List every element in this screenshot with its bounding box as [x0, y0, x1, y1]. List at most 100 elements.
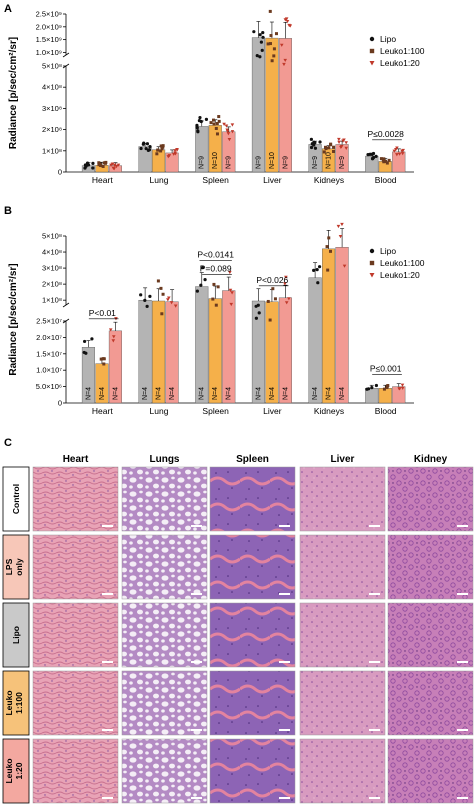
- data-point: [84, 351, 88, 355]
- histology-image-liver-tile: [299, 602, 386, 668]
- histology-row-label-box: [2, 738, 30, 804]
- data-point: [385, 161, 389, 165]
- data-point: [283, 282, 287, 286]
- histology-row-label: Lipo: [11, 626, 21, 644]
- data-point: [116, 163, 121, 167]
- data-point: [252, 30, 256, 34]
- scale-bar: [457, 797, 468, 799]
- data-point: [195, 289, 199, 293]
- data-point: [173, 304, 178, 308]
- data-point: [148, 145, 152, 149]
- data-point: [159, 286, 163, 290]
- bar: [152, 149, 166, 173]
- scale-bar: [191, 525, 202, 527]
- histology-row-label-box: [2, 466, 30, 532]
- data-point: [310, 142, 314, 146]
- data-point: [99, 357, 103, 361]
- data-point: [103, 161, 107, 165]
- legend-marker-lipo: [369, 36, 375, 42]
- n-label: N=4: [312, 387, 319, 400]
- data-point: [159, 149, 163, 153]
- bar: [278, 38, 292, 173]
- data-point: [268, 9, 272, 13]
- y-tick-label: 3×10⁸: [42, 104, 62, 113]
- data-point: [400, 383, 405, 387]
- data-point: [148, 294, 152, 298]
- histology-image-liver-tile: [299, 466, 386, 532]
- data-point: [257, 311, 261, 315]
- legend-label: Leuko1:20: [380, 58, 420, 68]
- histology-column-header: Spleen: [236, 454, 269, 465]
- panel-letter: C: [4, 437, 12, 449]
- data-point: [260, 48, 264, 52]
- histology-image-heart-tile: [32, 670, 119, 736]
- data-point: [315, 267, 319, 272]
- panel-letter: A: [4, 3, 12, 15]
- data-point: [214, 126, 218, 130]
- data-point: [312, 268, 316, 272]
- data-point: [309, 145, 314, 150]
- scale-bar: [102, 661, 113, 663]
- data-point: [370, 386, 374, 390]
- histology-row-label-box: [2, 670, 30, 736]
- data-point: [270, 59, 274, 63]
- legend-marker-leuko-1-20: [369, 61, 375, 66]
- data-point: [340, 222, 344, 227]
- data-point: [112, 163, 117, 167]
- data-point: [166, 155, 171, 159]
- bar: [222, 290, 236, 404]
- y-tick-label: 1.0×10⁹: [36, 48, 62, 57]
- data-point: [101, 164, 105, 168]
- data-point: [224, 124, 229, 128]
- histology-row-label: Leuko1:20: [4, 758, 24, 783]
- data-point: [155, 152, 159, 156]
- n-label: N=4: [269, 387, 276, 400]
- scale-bar: [102, 593, 113, 595]
- data-point: [271, 287, 275, 291]
- bar: [335, 247, 349, 404]
- data-point: [111, 339, 116, 343]
- data-point: [110, 162, 115, 166]
- scale-bar: [457, 661, 468, 663]
- y-tick-label: 0: [58, 168, 62, 177]
- data-point: [173, 149, 177, 153]
- histology-image-liver-tile: [299, 534, 386, 600]
- data-point: [316, 281, 320, 285]
- data-point: [400, 152, 405, 156]
- data-point: [318, 140, 322, 144]
- data-point: [322, 150, 326, 154]
- legend-marker-leuko-1-20: [369, 273, 375, 278]
- histology-image-kidney-tile: [387, 534, 474, 600]
- data-point: [215, 122, 219, 126]
- axis-break-mark: [62, 52, 70, 58]
- data-point: [328, 249, 332, 253]
- histology-image-kidney-tile: [387, 738, 474, 804]
- scale-bar: [102, 729, 113, 731]
- data-point: [91, 161, 95, 165]
- n-label: N=10: [212, 152, 219, 169]
- histology-image-lungs-tile: [121, 534, 208, 600]
- x-category-label: Liver: [263, 406, 282, 416]
- data-point: [258, 33, 262, 37]
- scale-bar: [191, 661, 202, 663]
- data-point: [268, 42, 272, 46]
- data-point: [371, 151, 376, 156]
- x-category-label: Blood: [375, 406, 397, 416]
- histology-image-kidney-tile: [387, 670, 474, 736]
- y-tick-label: 2×10⁸: [42, 280, 62, 289]
- histology-image-spleen-tile: [209, 466, 296, 532]
- data-point: [374, 154, 378, 158]
- histology-image-spleen-tile: [209, 738, 296, 804]
- data-point: [230, 130, 235, 134]
- bar: [251, 37, 265, 173]
- data-point: [385, 384, 389, 388]
- data-point: [160, 312, 164, 316]
- data-point: [156, 279, 160, 283]
- data-point: [317, 265, 322, 269]
- n-label: N=9: [255, 156, 262, 169]
- data-point: [197, 118, 201, 123]
- data-point: [204, 117, 209, 121]
- data-point: [198, 115, 202, 120]
- data-point: [102, 362, 106, 366]
- data-point: [229, 302, 234, 307]
